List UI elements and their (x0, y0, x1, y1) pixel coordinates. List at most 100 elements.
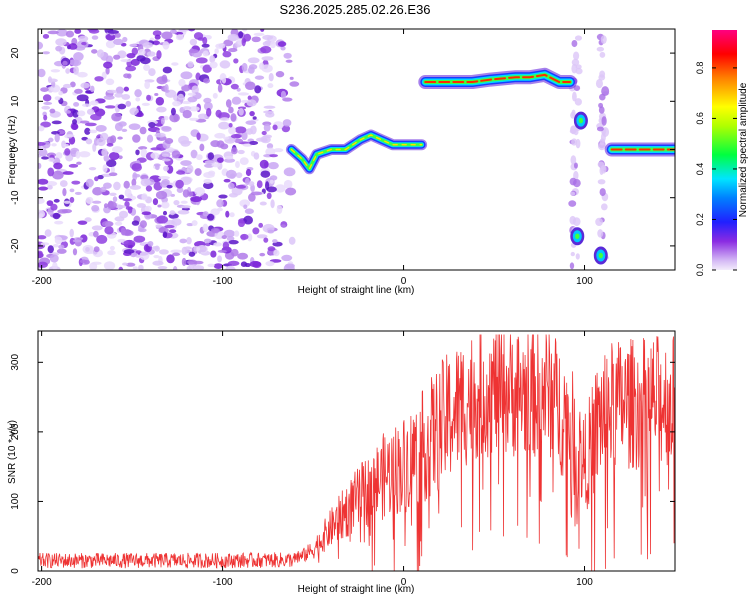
noise-blob (38, 235, 47, 240)
noise-blob (51, 143, 57, 147)
noise-blob (235, 172, 243, 179)
noise-blob (228, 126, 236, 135)
noise-blob (114, 92, 123, 98)
noise-blob (575, 253, 580, 260)
noise-blob (204, 160, 216, 165)
noise-blob (244, 177, 250, 186)
noise-blob (203, 97, 212, 104)
noise-blob (71, 123, 79, 130)
spectrogram-y-label: Frequency (Hz) (7, 116, 18, 185)
noise-blob (269, 179, 274, 184)
noise-blob (599, 70, 606, 78)
noise-blob (181, 257, 187, 267)
noise-blob (58, 244, 65, 250)
noise-blob (188, 251, 196, 257)
noise-blob (136, 55, 146, 62)
noise-blob (171, 218, 182, 226)
noise-blob (38, 141, 46, 146)
noise-blob (104, 226, 114, 235)
noise-blob (219, 60, 231, 69)
spot-core (575, 233, 580, 240)
noise-blob (190, 149, 198, 159)
noise-blob (247, 57, 260, 64)
noise-blob (182, 109, 192, 119)
noise-blob (571, 40, 578, 48)
noise-blob (222, 51, 232, 58)
noise-blob (202, 36, 208, 45)
noise-blob (152, 30, 162, 37)
noise-blob (571, 58, 580, 66)
noise-blob (244, 81, 256, 91)
noise-blob (245, 168, 252, 177)
noise-blob (146, 94, 152, 101)
noise-blob (50, 203, 58, 211)
noise-blob (101, 220, 114, 227)
noise-blob (176, 170, 186, 175)
noise-blob (131, 220, 140, 226)
noise-blob (140, 174, 149, 180)
noise-blob (217, 255, 223, 263)
noise-blob (282, 119, 292, 127)
noise-blob (52, 261, 58, 270)
noise-blob (280, 90, 287, 99)
noise-blob (259, 252, 266, 257)
noise-blob (173, 199, 180, 206)
noise-blob (203, 178, 212, 184)
noise-blob (189, 38, 198, 46)
noise-blob (103, 61, 113, 69)
noise-blob (156, 215, 169, 224)
noise-blob (283, 179, 293, 189)
noise-blob (179, 238, 187, 244)
noise-blob (125, 65, 137, 72)
noise-blob (85, 178, 94, 188)
noise-blob (267, 83, 274, 89)
noise-blob (84, 127, 91, 135)
noise-blob (69, 81, 76, 88)
noise-blob (91, 49, 98, 54)
noise-blob (139, 251, 150, 260)
colorbar: 0.0 0.2 0.4 0.6 0.8 Normalized spectral ampl… (695, 30, 749, 276)
noise-blob (61, 209, 72, 214)
noise-blob (187, 92, 196, 96)
noise-blob (238, 31, 244, 39)
noise-blob (101, 71, 107, 80)
noise-blob (65, 68, 71, 74)
noise-blob (256, 234, 268, 239)
noise-blob (81, 103, 92, 107)
noise-blob (117, 136, 123, 140)
noise-blob (137, 228, 147, 233)
noise-blob (154, 93, 159, 97)
noise-blob (217, 84, 223, 93)
noise-blob (225, 169, 237, 179)
noise-blob (69, 237, 76, 245)
noise-blob (176, 186, 184, 194)
noise-blob (289, 81, 300, 87)
noise-blob (210, 208, 220, 216)
noise-blob (213, 263, 223, 269)
noise-blob (171, 150, 181, 158)
noise-blob (74, 29, 82, 34)
noise-blob (186, 237, 192, 245)
noise-blob (114, 204, 127, 209)
noise-blob (129, 185, 142, 190)
noise-blob (574, 35, 583, 41)
noise-blob (154, 132, 166, 138)
noise-blob (105, 67, 110, 75)
noise-blob (192, 265, 205, 270)
x-tick-label: 100 (576, 276, 593, 287)
noise-blob (194, 168, 202, 176)
noise-blob (157, 204, 162, 208)
noise-blob (202, 50, 209, 57)
noise-blob (156, 76, 168, 85)
noise-blob (106, 89, 118, 94)
noise-blob (243, 215, 253, 225)
noise-blob (188, 106, 200, 112)
noise-blob (218, 194, 228, 199)
noise-blob (186, 164, 194, 173)
noise-blob (214, 48, 219, 55)
noise-blob (258, 222, 264, 228)
noise-blob (203, 101, 213, 111)
noise-blob (221, 76, 227, 84)
noise-blob (121, 229, 134, 237)
noise-blob (242, 29, 248, 32)
